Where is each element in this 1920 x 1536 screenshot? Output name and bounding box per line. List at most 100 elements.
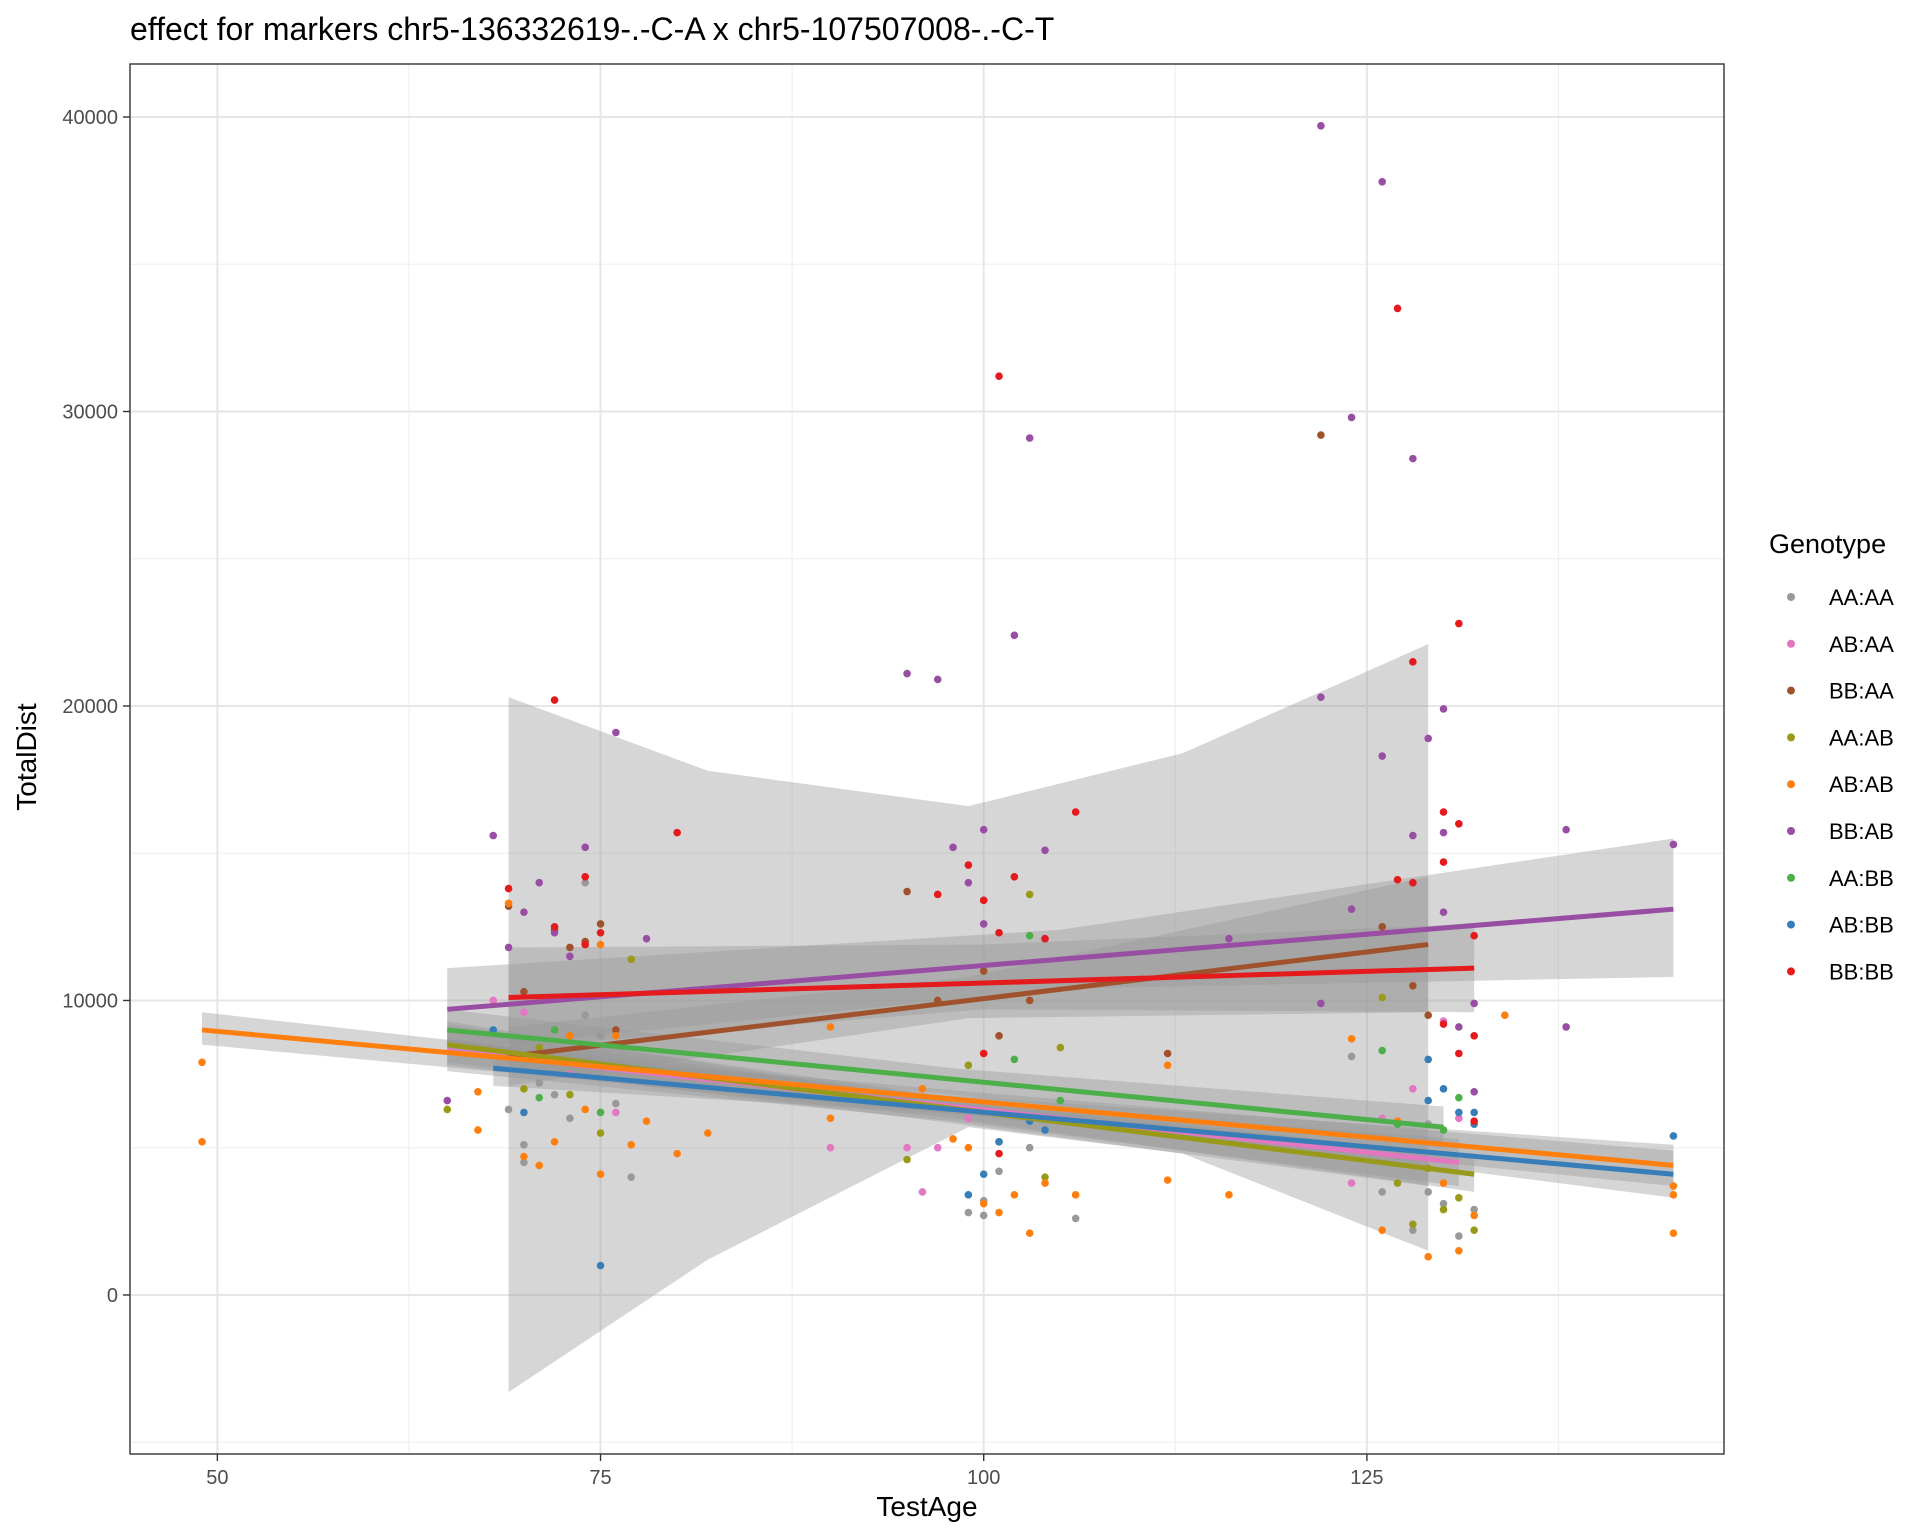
data-point xyxy=(1439,705,1448,713)
data-point xyxy=(1225,1191,1233,1199)
legend-swatch xyxy=(1787,593,1795,601)
data-point xyxy=(1424,1011,1432,1020)
data-point xyxy=(1409,1085,1417,1093)
data-point xyxy=(1010,872,1019,881)
data-point xyxy=(504,884,513,893)
data-point xyxy=(1025,931,1034,940)
data-point xyxy=(520,1085,528,1093)
data-point xyxy=(1501,1011,1509,1020)
data-point xyxy=(979,1211,988,1220)
data-point xyxy=(995,1208,1003,1217)
y-tick-label: 30000 xyxy=(62,402,118,424)
data-point xyxy=(596,1261,605,1270)
data-point xyxy=(1347,1179,1356,1187)
data-point xyxy=(673,1149,681,1158)
data-point xyxy=(1470,1087,1478,1096)
data-point xyxy=(1409,981,1417,990)
data-point xyxy=(964,1061,973,1070)
data-point xyxy=(1041,1126,1049,1134)
confidence-band xyxy=(508,923,1475,1048)
data-point xyxy=(1424,1055,1432,1064)
data-point xyxy=(1025,434,1034,442)
data-point xyxy=(1163,1176,1172,1184)
data-point xyxy=(535,1079,544,1087)
data-point xyxy=(1409,1220,1417,1229)
data-point xyxy=(596,1032,605,1040)
data-point xyxy=(1439,1085,1448,1093)
data-point xyxy=(1439,1020,1448,1028)
data-point xyxy=(1071,1191,1080,1199)
data-point xyxy=(979,1199,988,1208)
data-point xyxy=(1317,999,1325,1008)
data-point xyxy=(1455,1049,1463,1058)
data-point xyxy=(1025,890,1034,899)
data-point xyxy=(520,908,528,916)
x-axis-title: TestAge xyxy=(876,1491,977,1522)
data-point xyxy=(704,1129,712,1137)
y-tick-label: 10000 xyxy=(62,990,118,1012)
data-point xyxy=(198,1058,206,1067)
x-tick-label: 125 xyxy=(1350,1467,1383,1489)
data-point xyxy=(1455,1232,1463,1240)
data-point xyxy=(903,1155,911,1164)
data-point xyxy=(1455,619,1463,628)
data-point xyxy=(581,1011,590,1020)
data-point xyxy=(1041,1173,1049,1181)
data-point xyxy=(964,861,973,869)
legend-swatch xyxy=(1787,639,1795,648)
y-tick-label: 20000 xyxy=(62,696,118,718)
chart-title: effect for markers chr5-136332619-.-C-A … xyxy=(130,11,1054,47)
data-point xyxy=(550,923,559,931)
fit-lines xyxy=(201,906,1674,1177)
fit-line xyxy=(508,965,1475,1001)
fit-line xyxy=(201,1027,1674,1168)
data-point xyxy=(627,1140,635,1149)
legend-label: AB:AA xyxy=(1829,632,1894,657)
data-point xyxy=(1424,1096,1432,1105)
data-point xyxy=(964,878,973,887)
data-point xyxy=(1378,923,1387,931)
data-point xyxy=(1393,304,1402,313)
y-tick-label: 40000 xyxy=(62,107,118,129)
legend-swatch xyxy=(1787,873,1795,882)
data-point xyxy=(1455,1023,1463,1031)
data-point xyxy=(596,940,605,949)
data-point xyxy=(1393,875,1402,884)
data-point xyxy=(1347,1052,1356,1061)
data-point xyxy=(581,872,590,881)
data-point xyxy=(1378,1046,1387,1055)
data-point xyxy=(1025,1143,1034,1152)
data-point xyxy=(1409,1226,1417,1234)
data-point xyxy=(1347,413,1356,422)
data-point xyxy=(1439,1179,1448,1187)
data-point xyxy=(1455,1193,1463,1202)
data-point xyxy=(995,1167,1003,1176)
data-point xyxy=(612,1099,620,1108)
data-point xyxy=(1470,1108,1478,1117)
data-point xyxy=(964,1191,973,1199)
data-point xyxy=(826,1114,835,1123)
data-point xyxy=(903,1143,911,1152)
x-tick-label: 50 xyxy=(206,1467,228,1489)
data-point xyxy=(1455,1114,1463,1123)
data-point xyxy=(550,1138,559,1146)
data-point xyxy=(1409,658,1417,666)
data-points xyxy=(198,122,1678,1270)
data-point xyxy=(1378,752,1387,760)
confidence-band-wide xyxy=(508,644,1429,1393)
data-point xyxy=(918,1188,927,1196)
data-point xyxy=(566,952,574,961)
data-point xyxy=(1424,734,1432,743)
data-point xyxy=(1071,1214,1080,1223)
data-point xyxy=(550,1026,559,1034)
data-point xyxy=(1455,819,1463,828)
legend-swatch xyxy=(1787,967,1795,976)
legend-swatch xyxy=(1787,920,1795,929)
data-point xyxy=(443,1105,452,1114)
data-point xyxy=(474,1126,482,1134)
data-point xyxy=(903,669,911,678)
data-point xyxy=(1317,693,1325,701)
data-point xyxy=(1470,1205,1478,1214)
data-point xyxy=(1378,993,1387,1002)
legend-label: AB:BB xyxy=(1829,913,1894,938)
